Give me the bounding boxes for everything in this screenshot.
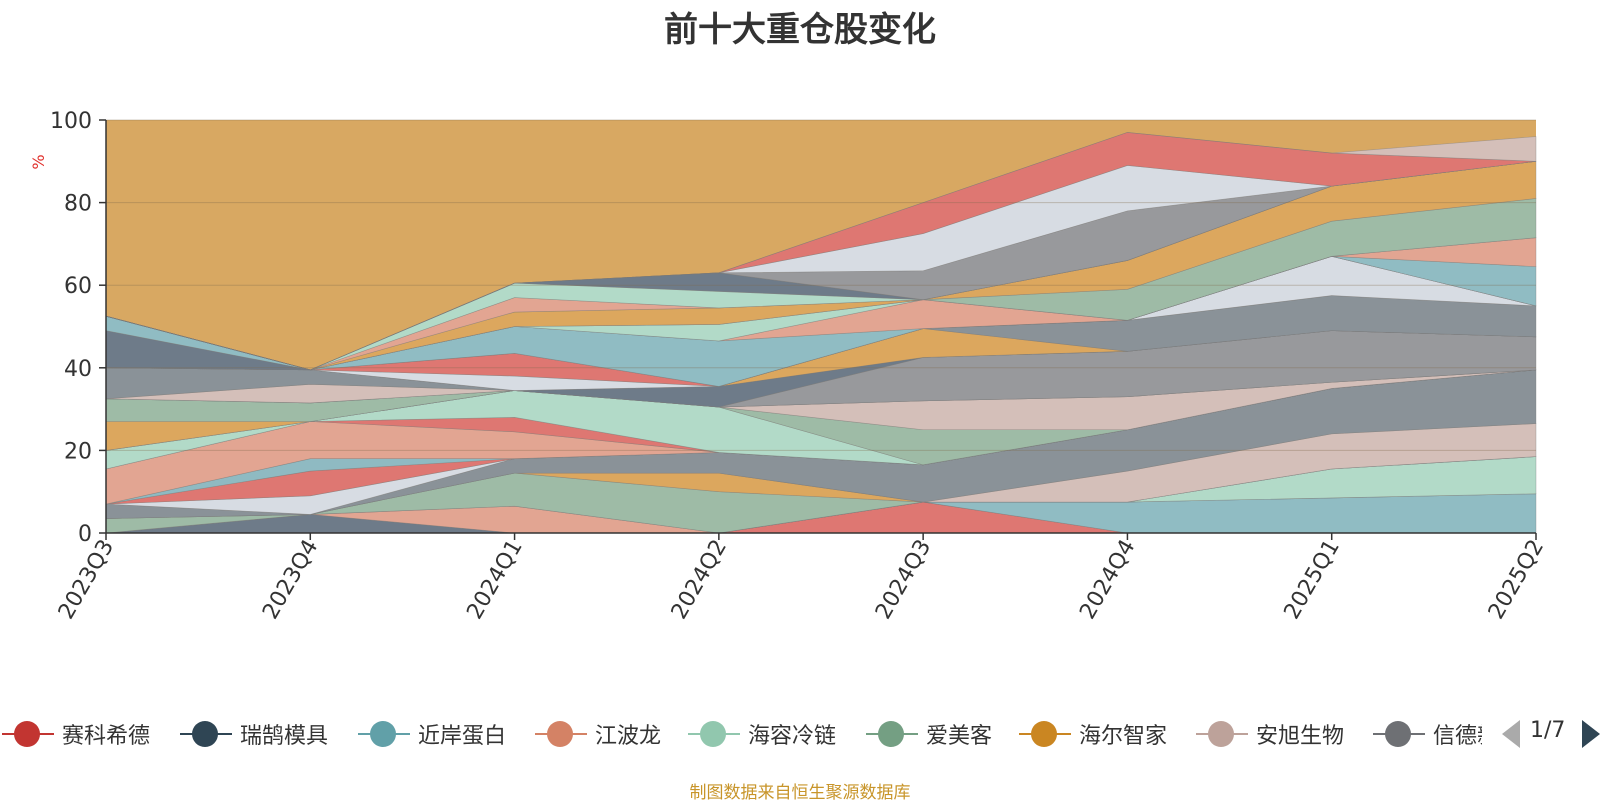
x-tick-label: 2024Q1	[462, 536, 527, 624]
x-tick-label: 2023Q4	[258, 536, 323, 624]
legend-label: 海容冷链	[748, 724, 837, 749]
stacked-area-bands	[105, 120, 1537, 534]
legend-marker-icon	[356, 719, 412, 749]
x-tick-label: 2025Q1	[1280, 536, 1345, 624]
legend-item[interactable]: 近岸蛋白	[356, 712, 506, 756]
legend-prev-page-icon[interactable]	[1502, 720, 1520, 748]
x-tick-label: 2023Q3	[54, 536, 119, 624]
chart-title: 前十大重仓股变化	[664, 10, 936, 50]
area-band-39	[105, 132, 1537, 371]
legend-item[interactable]: 海容冷链	[686, 712, 836, 756]
y-axis-label: %	[29, 154, 48, 169]
y-tick-label: 40	[64, 357, 92, 382]
legend-label: 江波龙	[595, 724, 662, 749]
y-tick-label: 0	[78, 522, 92, 547]
legend-marker-icon	[1017, 719, 1073, 749]
data-source-note: 制图数据来自恒生聚源数据库	[689, 783, 911, 803]
legend-item[interactable]: 安旭生物	[1194, 712, 1344, 756]
gridlines	[106, 119, 1536, 534]
legend-next-page-icon[interactable]	[1582, 720, 1600, 748]
x-tick-label: 2024Q4	[1075, 536, 1140, 624]
legend-item[interactable]: 江波龙	[533, 712, 661, 756]
legend-label: 海尔智家	[1079, 724, 1168, 749]
legend-marker-icon	[178, 719, 234, 749]
legend-label: 瑞鹄模具	[240, 724, 329, 749]
legend-label: 安旭生物	[1256, 724, 1345, 749]
legend-item[interactable]: 爱美客	[864, 712, 992, 756]
legend-page-indicator: 1/7	[1530, 718, 1566, 743]
legend-items: 赛科希德 瑞鹄模具 近岸蛋白 江波龙 海容冷链 爱美客 海尔智家 安旭生物 信德新材	[0, 712, 1482, 756]
legend-marker-icon	[1371, 719, 1427, 749]
legend-item[interactable]: 赛科希德	[0, 712, 150, 756]
legend: 赛科希德 瑞鹄模具 近岸蛋白 江波龙 海容冷链 爱美客 海尔智家 安旭生物 信德新材 1/7	[0, 712, 1600, 756]
x-tick-label: 2024Q2	[667, 536, 732, 624]
y-tick-label: 60	[64, 274, 92, 299]
x-tick-label: 2025Q2	[1484, 536, 1549, 624]
legend-marker-icon	[686, 719, 742, 749]
legend-label: 信德新材	[1433, 724, 1482, 749]
legend-item[interactable]: 海尔智家	[1017, 712, 1167, 756]
legend-marker-icon	[0, 719, 56, 749]
legend-label: 近岸蛋白	[418, 724, 507, 749]
legend-item[interactable]: 瑞鹄模具	[178, 712, 328, 756]
legend-marker-icon	[864, 719, 920, 749]
legend-label: 爱美客	[926, 724, 993, 749]
x-tick-label: 2024Q3	[871, 536, 936, 624]
legend-marker-icon	[533, 719, 589, 749]
legend-marker-icon	[1194, 719, 1250, 749]
y-tick-label: 80	[64, 192, 92, 217]
y-tick-label: 100	[50, 109, 92, 134]
legend-label: 赛科希德	[62, 724, 151, 749]
legend-item[interactable]: 信德新材	[1371, 712, 1482, 756]
y-tick-label: 20	[64, 439, 92, 464]
